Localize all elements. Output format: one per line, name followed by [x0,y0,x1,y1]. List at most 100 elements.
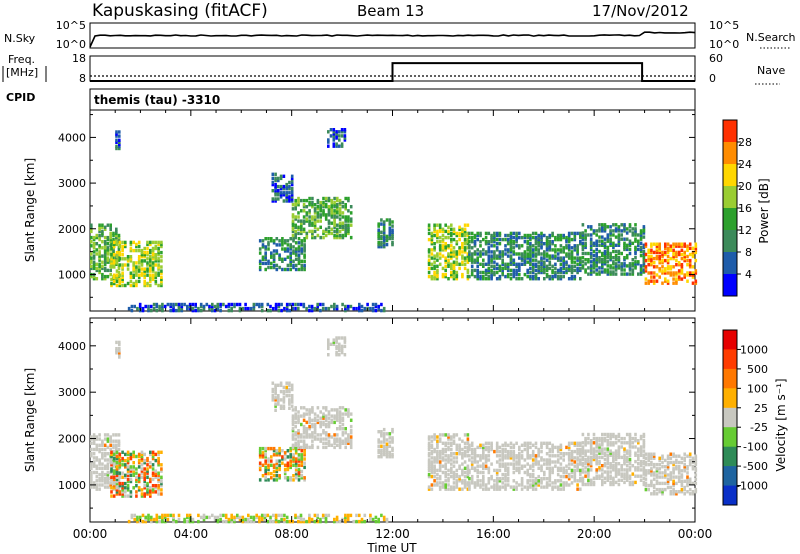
echo-cell [300,463,304,467]
colorbar-swatch [723,407,737,428]
echo-cell [675,481,678,486]
echo-cell [433,474,436,479]
echo-cell [490,254,493,258]
echo-cell [637,272,640,276]
echo-cell [523,262,527,266]
echo-cell [300,445,303,450]
echo-cell [595,439,598,443]
echo-cell [150,304,153,309]
echo-cell [427,485,431,489]
echo-cell [300,209,303,213]
echo-cell [302,406,306,410]
echo-cell [592,229,596,233]
echo-cell [470,268,474,273]
echo-cell [327,338,330,342]
echo-cell [305,519,308,524]
echo-cell [509,277,513,281]
echo-cell [650,279,653,283]
echo-cell [609,436,612,441]
echo-cell [90,252,93,256]
echo-cell [543,477,546,481]
echo-cell [493,235,496,240]
echo-cell [658,475,661,479]
echo-cell [647,250,650,255]
echo-cell [672,452,675,456]
echo-cell [581,233,585,237]
echo-cell [277,398,280,402]
echo-cell [272,259,276,263]
echo-cell [324,422,328,427]
echo-cell [115,447,118,452]
echo-cell [688,261,692,265]
echo-cell [444,223,447,227]
echo-cell [520,477,524,481]
echo-cell [576,458,579,462]
echo-cell [501,270,504,275]
echo-cell [623,227,626,231]
echo-cell [279,398,283,402]
echo-cell [380,434,383,438]
echo-cell [258,478,262,482]
echo-cell [344,513,347,518]
echo-cell [463,240,467,244]
echo-cell [115,132,118,136]
echo-cell [297,259,301,263]
echo-cell [447,458,450,462]
echo-cell [199,308,203,313]
echo-cell [149,277,152,282]
echo-cell [523,233,527,238]
echo-cell [694,473,698,477]
echo-cell [612,223,615,227]
echo-cell [672,252,675,257]
echo-cell [344,445,347,450]
echo-cell [338,406,342,410]
echo-cell [333,302,336,307]
echo-cell [115,492,119,496]
echo-cell [294,233,297,238]
echo-cell [115,279,119,284]
echo-cell [652,265,656,269]
echo-cell [529,244,532,248]
echo-cell [658,462,661,467]
echo-cell [562,468,565,473]
echo-cell [579,462,582,466]
echo-cell [526,456,529,460]
echo-cell [680,479,684,483]
echo-cell [470,270,474,275]
echo-cell [606,235,610,239]
echo-cell [669,246,673,250]
echo-cell [261,245,265,249]
echo-cell [140,454,144,459]
echo-cell [308,513,311,518]
echo-cell [637,474,640,478]
echo-cell [512,462,516,466]
echo-cell [106,472,110,477]
echo-cell [261,243,265,247]
echo-cell [101,452,104,456]
echo-cell [205,515,209,520]
echo-cell [297,410,300,414]
echo-cell [620,272,623,276]
echo-cell [463,227,467,231]
echo-cell [623,272,626,276]
echo-cell [482,449,485,454]
echo-cell [620,233,623,237]
echo-cell [548,468,552,473]
echo-cell [470,256,474,260]
echo-cell [495,256,499,260]
echo-cell [261,455,265,459]
echo-cell [338,235,342,240]
echo-cell [551,270,554,275]
echo-cell [441,246,445,250]
echo-cell [143,255,146,259]
echo-cell [213,308,217,313]
y-tick-label: 2000 [58,223,86,236]
echo-cell [576,468,579,473]
echo-cell [438,460,442,464]
echo-cell [343,336,347,340]
echo-cell [311,439,314,443]
echo-cell [288,389,291,394]
echo-cell [623,237,626,241]
echo-cell [271,389,275,394]
echo-cell [121,257,124,261]
